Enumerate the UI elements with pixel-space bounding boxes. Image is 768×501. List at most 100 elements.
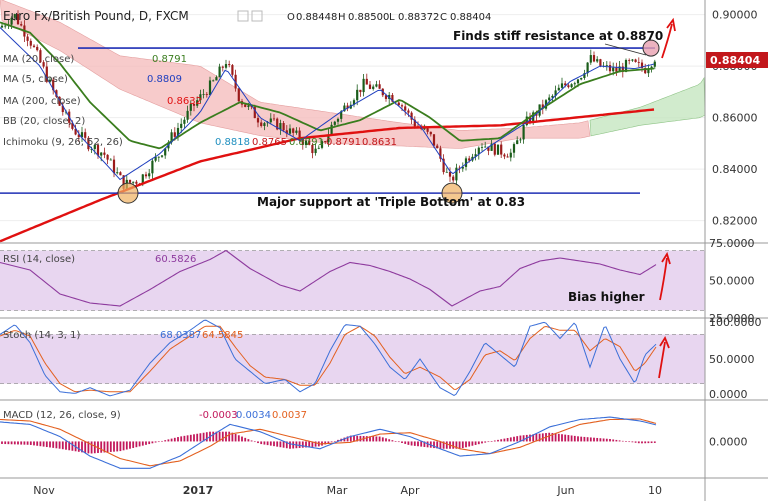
macd-hist-bar	[337, 439, 339, 442]
macd-hist-bar	[468, 441, 471, 447]
candles	[0, 10, 656, 192]
candle-body	[42, 62, 45, 67]
macd-hist-bar	[538, 433, 541, 442]
macd-hist-bar	[145, 441, 147, 445]
candle-body	[160, 155, 164, 157]
macd-hist-bar	[625, 441, 627, 442]
macd-hist-bar	[33, 441, 35, 446]
macd-hist-bar	[289, 441, 291, 449]
stoch-tick-label: 100.0000	[709, 316, 762, 329]
macd-hist-bar	[493, 440, 496, 442]
candle-body	[512, 144, 516, 153]
macd-hist-bar	[621, 440, 624, 442]
macd-hist-bar	[234, 433, 237, 442]
macd-hist-bar	[276, 441, 279, 447]
macd-hist-bar	[71, 441, 74, 451]
macd-hist-bar	[573, 435, 576, 442]
up-arrow-rsi-icon	[659, 257, 668, 301]
rsi-legend-value: 60.5826	[155, 254, 196, 265]
macd-hist-bar	[17, 441, 19, 445]
macd-hist-bar	[324, 441, 327, 445]
candle-body	[624, 59, 628, 72]
candle-body	[640, 62, 644, 68]
macd-hist-bar	[113, 441, 115, 452]
bias-note: Bias higher	[568, 290, 645, 304]
macd-hist-bar	[189, 434, 192, 442]
candle-body	[448, 171, 452, 177]
x-tick-label: Jun	[556, 484, 574, 497]
rsi-tick-label: 25.0000	[709, 312, 755, 325]
macd-hist-bar	[221, 431, 224, 442]
macd-hist-bar	[42, 441, 45, 447]
macd-hist-bar	[4, 441, 7, 445]
ichimoku-legend: Ichimoku (9, 26, 52, 26)	[3, 137, 123, 148]
candle-body	[333, 121, 336, 125]
macd-hist-bar	[375, 436, 378, 442]
candle-body	[154, 156, 157, 161]
candle-body	[100, 152, 103, 156]
macd-hist-bar	[580, 436, 583, 442]
candle-body	[16, 14, 20, 25]
candle-body	[292, 128, 295, 133]
macd-hist-bar	[586, 437, 589, 442]
candle-body	[423, 128, 426, 130]
macd-hist-bar	[129, 441, 131, 449]
candle-body	[557, 87, 560, 91]
candle-body	[26, 36, 29, 41]
candle-body	[276, 118, 279, 130]
candle-body	[192, 103, 196, 106]
macd-hist-bar	[68, 441, 71, 451]
macd-hist-bar	[519, 435, 522, 442]
macd-hist-bar	[618, 440, 621, 442]
macd-hist-bar	[164, 440, 167, 442]
macd-hist-bar	[119, 441, 122, 452]
macd-hist-bar	[29, 441, 32, 445]
stoch-pane	[0, 317, 768, 397]
macd-hist-bar	[516, 436, 519, 442]
macd-hist-bar	[282, 441, 285, 448]
macd-hist-bar	[109, 441, 112, 452]
macd-hist-bar	[257, 441, 259, 444]
settings-icon[interactable]	[237, 10, 249, 22]
candle-body	[493, 143, 496, 155]
up-arrow-rsi-head-icon	[661, 251, 671, 265]
visibility-icon[interactable]	[251, 10, 263, 22]
macd-hist-bar	[650, 441, 653, 444]
macd-hist-bar	[644, 441, 647, 444]
macd-hist-bar	[628, 441, 631, 443]
support-note: Major support at 'Triple Bottom' at 0.83	[257, 195, 525, 209]
macd-legend: MACD (12, 26, close, 9)	[3, 410, 121, 421]
macd-hist-bar	[477, 441, 480, 445]
macd-hist-bar	[570, 435, 573, 442]
stoch-tick-labels: 0.0000 50.0000 100.0000	[709, 316, 762, 401]
x-tick-label: Mar	[327, 484, 348, 497]
macd-hist-bar	[55, 441, 58, 449]
macd-hist-bar	[503, 438, 506, 442]
macd-hist-bar	[481, 441, 483, 444]
macd-hist-bar	[263, 441, 266, 445]
candle-body	[368, 84, 372, 89]
ma200-legend-value: 0.8632	[167, 96, 202, 107]
candle-body	[20, 24, 23, 26]
candle-body	[93, 145, 96, 150]
macd-hist-bar	[308, 441, 311, 448]
candle-body	[304, 140, 308, 146]
candle-body	[183, 119, 186, 124]
legend-header: Euro Fx/British Pound, D, FXCM O 0.88448…	[3, 9, 491, 421]
price-tick-label: 0.82000	[712, 215, 758, 228]
macd-hist-bar	[103, 441, 106, 453]
macd-hist-bar	[106, 441, 109, 453]
candle-body	[442, 158, 445, 173]
macd-hist-bar	[269, 441, 272, 446]
ma200-legend: MA (200, close)	[3, 96, 81, 107]
price-tick-label: 0.86000	[712, 112, 758, 125]
macd-hist-bar	[452, 441, 455, 449]
macd-hist-bar	[509, 437, 512, 442]
macd-tick-labels: 0.0000	[709, 435, 748, 448]
macd-hist-bar	[228, 431, 231, 442]
macd-hist-bar	[81, 441, 83, 453]
candle-body	[480, 147, 484, 148]
macd-hist-bar	[26, 441, 29, 445]
macd-hist-bar	[84, 441, 87, 453]
macd-hist-bar	[484, 441, 487, 443]
